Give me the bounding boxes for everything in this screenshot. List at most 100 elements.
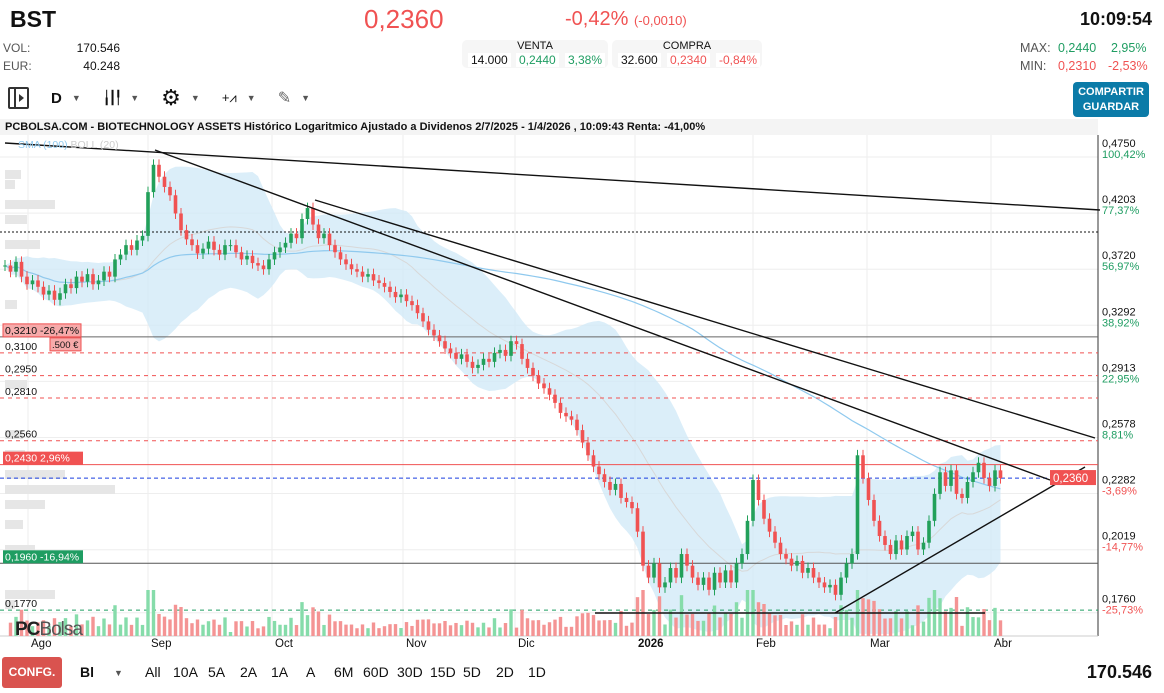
range-10a[interactable]: 10A [173, 664, 198, 680]
volume-bar [789, 621, 794, 636]
y-tick-label: 0,2019 [1102, 531, 1136, 543]
volume-bar [949, 607, 953, 636]
volume-profile-bar [5, 545, 35, 554]
indicators-icon[interactable]: +⩘ [221, 90, 237, 105]
volume-bar [503, 623, 508, 636]
candle-body [872, 499, 876, 521]
candle-body [267, 259, 271, 270]
max-label: MAX: [1020, 41, 1051, 55]
x-tick-label: Oct [275, 638, 293, 650]
candle-body [190, 239, 194, 246]
volume-bar [938, 598, 942, 636]
candle-body [344, 259, 348, 265]
range-2d[interactable]: 2D [496, 664, 514, 680]
volume-profile-bar [5, 170, 21, 179]
volume-bar [421, 619, 425, 636]
candle-body [278, 247, 282, 253]
pencil-icon[interactable]: ✎ [277, 90, 292, 107]
volume-bar [432, 623, 436, 636]
chevron-down-icon[interactable]: ▼ [130, 93, 140, 103]
range-5a[interactable]: 5A [208, 664, 226, 680]
gear-icon[interactable]: ⚙ [161, 85, 181, 110]
volume-bar [388, 624, 392, 636]
change-pct: -0,42% [565, 8, 629, 30]
candle-body [443, 341, 447, 349]
candle-body [162, 176, 167, 187]
volume-bar [630, 622, 634, 636]
x-tick-label: 2026 [638, 638, 664, 650]
volume-bar [520, 609, 524, 636]
candle-body [426, 321, 431, 330]
range-a[interactable]: A [306, 664, 316, 680]
range-5d[interactable]: 5D [463, 664, 481, 680]
mode-select[interactable]: Bl [80, 664, 94, 680]
volume-bar [41, 620, 46, 636]
candle-body [168, 186, 172, 196]
chevron-down-icon[interactable]: ▼ [71, 93, 81, 103]
period-select[interactable]: D [51, 89, 62, 107]
candle-body [173, 195, 178, 214]
candle-body [641, 531, 645, 566]
volume-profile-bar [5, 240, 40, 249]
volume-profile-bar [5, 380, 27, 389]
candle-body [586, 442, 590, 456]
chevron-down-icon[interactable]: ▼ [190, 93, 200, 103]
candle-body [954, 470, 959, 494]
candle-body [459, 354, 464, 359]
volume-bar [476, 627, 480, 636]
range-2a[interactable]: 2A [240, 664, 258, 680]
volume-bar [899, 618, 904, 636]
chevron-down-icon[interactable]: ▼ [301, 93, 311, 103]
candle-body [525, 358, 530, 368]
buy-pct: -0,84% [716, 53, 761, 67]
sell-qty: 14.000 [468, 53, 511, 67]
candle-body [597, 466, 601, 475]
candle-body [476, 364, 480, 368]
volume-bar [195, 619, 200, 636]
sell-pct: 3,38% [565, 53, 606, 67]
candle-body [305, 208, 310, 219]
candle-body [668, 568, 673, 583]
candle-body [987, 478, 992, 486]
volume-bar [844, 609, 849, 636]
volume-bar [261, 626, 266, 636]
volume-bar [921, 621, 926, 636]
share-save-button[interactable]: COMPARTIR GUARDAR [1073, 82, 1149, 117]
x-tick-label: Dic [518, 638, 535, 650]
price-level-label: 0,3100 [5, 341, 37, 353]
candle-body [778, 542, 783, 555]
range-6m[interactable]: 6M [334, 664, 354, 680]
volume-bar [514, 627, 519, 636]
volume-bar [773, 615, 777, 636]
candle-body [388, 286, 392, 292]
range-1d[interactable]: 1D [528, 664, 546, 680]
price-level-box [49, 337, 82, 352]
candle-body [300, 218, 304, 239]
last-price: 0,2360 [364, 4, 444, 34]
candle-body [432, 329, 436, 336]
candle-body [63, 284, 68, 294]
volume-bar [19, 609, 24, 636]
candles-icon[interactable]: ╽┃╿ [102, 90, 123, 105]
chevron-down-icon[interactable]: ▼ [246, 93, 256, 103]
range-all[interactable]: All [145, 664, 161, 680]
volume-bar [927, 597, 931, 636]
volume-bar [619, 610, 623, 636]
candle-body [74, 276, 79, 289]
candle-body [366, 274, 370, 277]
range-1a[interactable]: 1A [271, 664, 289, 680]
volume-bar [778, 614, 783, 636]
price-level-label: 0,1960 -16,94% [5, 551, 79, 563]
candle-body [421, 313, 425, 322]
eur-value: 40.248 [83, 59, 120, 73]
range-30d[interactable]: 30D [397, 664, 423, 680]
chevron-down-icon[interactable]: ▼ [114, 668, 123, 678]
sidebar-toggle-icon[interactable] [8, 87, 29, 109]
volume-bar [289, 617, 293, 636]
candle-body [729, 570, 733, 583]
range-15d[interactable]: 15D [430, 664, 456, 680]
volume-bar [459, 625, 464, 636]
range-60d[interactable]: 60D [363, 664, 389, 680]
config-button[interactable]: CONFG. [2, 657, 62, 688]
